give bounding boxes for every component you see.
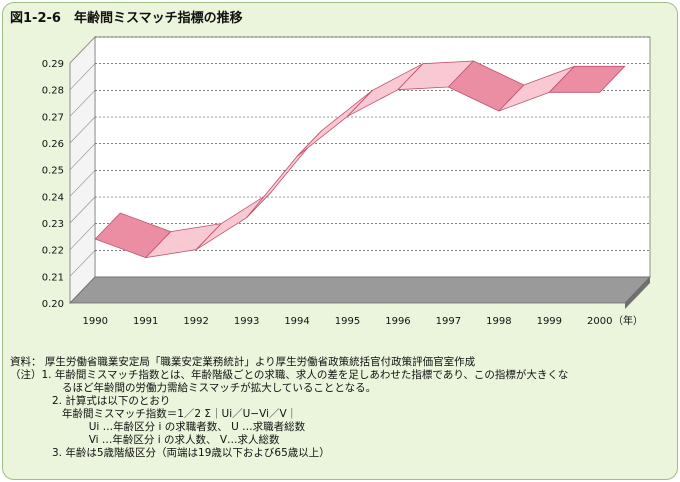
y-tick-label: 0.22 [42,246,64,257]
note-item-3: 2. 計算式は以下のとおり [52,395,171,407]
ribbon-series [94,60,626,259]
x-tick-label: 2000 [587,316,612,327]
note-line-7: 3. 年齢は5歳階級区分（両端は19歳以下および65歳以上） [10,447,568,460]
x-tick-label: 1990 [83,316,108,327]
side-gridline [69,90,96,117]
note-item-1: 1. 年齢間ミスマッチ指数とは、年齢階級ごとの求職、求人の差を足しあわせた指標で… [41,369,569,381]
note-line-4: 年齢間ミスマッチ指数＝1／2 Σ｜Ui／U−Vi／V｜ [10,408,568,421]
side-gridline [69,143,96,170]
note-item-7: 3. 年齢は5歳階級区分（両端は19歳以下および65歳以上） [52,447,330,459]
chart-floor-plane [69,276,651,304]
side-gridline [69,170,96,197]
note-item-6: Vi …年齢区分 i の求人数、 V…求人総数 [52,434,280,446]
source-text: 厚生労働省職業安定局「職業安定業務統計」より厚生労働省政策統括官付政策評価官室作… [44,356,476,368]
x-tick-label: 1999 [537,316,562,327]
note-line-1: （注）1. 年齢間ミスマッチ指数とは、年齢階級ごとの求職、求人の差を足しあわせた… [10,369,568,382]
x-tick-label: 1997 [436,316,461,327]
x-axis-unit-label: （年） [613,314,643,327]
note-item-4: 年齢間ミスマッチ指数＝1／2 Σ｜Ui／U−Vi／V｜ [52,408,298,420]
y-tick-label: 0.27 [42,112,64,123]
x-tick-label: 1991 [133,316,158,327]
x-tick-label: 1995 [335,316,360,327]
y-tick-label: 0.21 [42,272,64,283]
x-tick-label: 1992 [183,316,208,327]
x-tick-label: 1996 [385,316,410,327]
note-item-5: Ui …年齢区分 i の求職者数、 U …求職者総数 [52,421,306,433]
x-tick-label: 1994 [284,316,309,327]
ribbon-segment [548,65,626,93]
note-item-2: るほど年齢間の労働力需給ミスマッチが拡大していることとなる。 [52,382,377,394]
y-tick-label: 0.23 [42,219,64,230]
y-tick-label: 0.28 [42,86,64,97]
source-line: 資料： 厚生労働省職業安定局「職業安定業務統計」より厚生労働省政策統括官付政策評… [10,356,568,369]
y-tick-label: 0.24 [42,192,64,203]
x-axis-tick-labels: 1990 1991 1992 1993 1994 1995 1996 1997 1998 1999… [83,316,613,327]
note-line-6: Vi …年齢区分 i の求人数、 V…求人総数 [10,434,568,447]
y-tick-label: 0.29 [42,59,64,70]
side-gridline [69,223,96,250]
notes-label: （注） [10,369,42,381]
note-line-2: るほど年齢間の労働力需給ミスマッチが拡大していることとなる。 [10,382,568,395]
figure-notes: 資料： 厚生労働省職業安定局「職業安定業務統計」より厚生労働省政策統括官付政策評… [10,356,568,460]
side-gridline [69,250,96,277]
y-axis-tick-labels: 0.20 0.21 0.22 0.23 0.24 0.25 0.26 0.27 0.28 0.29 [42,59,64,310]
side-gridline [69,36,96,64]
chart-floor-edge [625,277,650,309]
figure-number: 図1-2-6 [10,11,61,26]
figure-title: 図1-2-6 年齢間ミスマッチ指標の推移 [10,7,243,26]
mismatch-index-chart: 0.20 0.21 0.22 0.23 0.24 0.25 0.26 0.27 0.28 0.29… [42,36,651,327]
side-gridline [69,116,96,144]
y-tick-label: 0.26 [42,139,64,150]
source-label: 資料： [10,356,42,368]
x-tick-label: 1998 [486,316,511,327]
y-tick-label: 0.25 [42,166,64,177]
note-line-5: Ui …年齢区分 i の求職者数、 U …求職者総数 [10,421,568,434]
figure-title-text: 年齢間ミスマッチ指標の推移 [73,11,243,26]
side-gridline [69,196,96,224]
side-gridline [69,63,96,90]
y-tick-label: 0.20 [42,299,64,310]
chart-floor [69,276,651,309]
x-tick-label: 1993 [234,316,259,327]
note-line-3: 2. 計算式は以下のとおり [10,395,568,408]
